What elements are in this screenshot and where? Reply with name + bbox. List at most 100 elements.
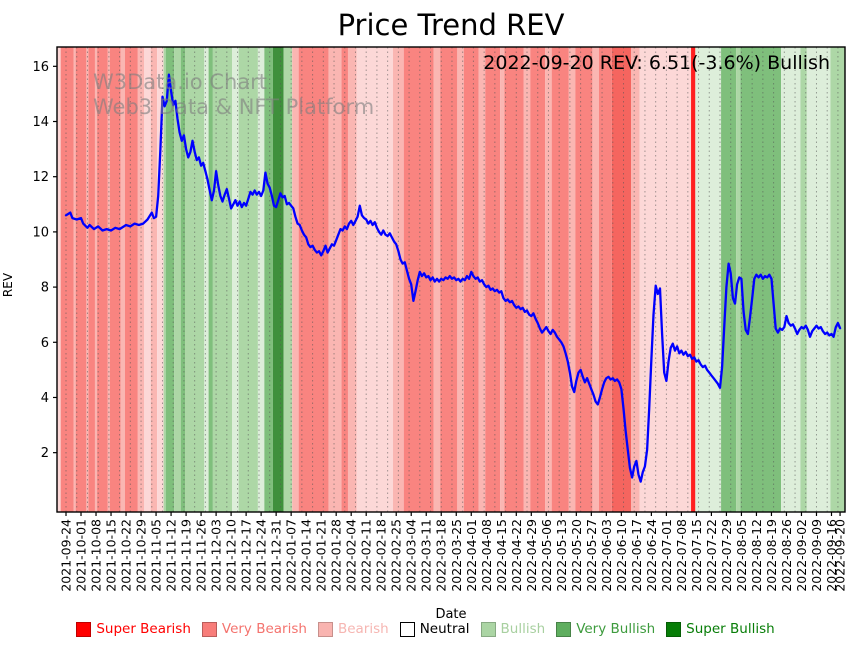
sentiment-band-b (545, 47, 552, 512)
sentiment-band-bw (356, 47, 393, 512)
sentiment-band-b (292, 47, 299, 512)
sentiment-band-b (592, 47, 599, 512)
legend-swatch-icon (201, 621, 217, 637)
legend-label: Bullish (500, 621, 546, 637)
legend-item-very-bullish: Very Bullish (556, 621, 655, 637)
sentiment-band-vb (109, 47, 121, 512)
sentiment-band-b (631, 47, 640, 512)
watermark: W3Data.io Chart Web3 Data & NFT Platform (93, 70, 374, 120)
sentiment-band-vb (598, 47, 612, 512)
sentiment-band-b (347, 47, 357, 512)
x-tick-label: 2021-10-29 (134, 519, 149, 592)
sentiment-band-sbl (272, 47, 284, 512)
sentiment-band-vb (124, 47, 138, 512)
sentiment-band-blw (781, 47, 801, 512)
sentiment-band-b (107, 47, 110, 512)
legend-item-super-bullish: Super Bullish (666, 621, 775, 637)
x-tick-label: 2021-12-31 (269, 519, 284, 592)
x-tick-label: 2022-08-26 (779, 519, 794, 592)
legend-item-bullish: Bullish (480, 621, 546, 637)
sentiment-band-b (86, 47, 89, 512)
latest-value-annotation: 2022-09-20 REV: 6.51(-3.6%) Bullish (483, 52, 830, 74)
y-tick-label: 8 (41, 281, 49, 296)
sentiment-band-vbl (740, 47, 782, 512)
x-axis-title: Date (435, 607, 467, 622)
x-tick-label: 2022-08-05 (734, 519, 749, 592)
watermark-line-1: W3Data.io Chart (93, 70, 268, 94)
sentiment-band-b (568, 47, 576, 512)
x-tick-label: 2022-06-24 (644, 519, 659, 592)
x-tick-label: 2022-06-10 (614, 519, 629, 592)
x-tick-label: 2022-08-19 (764, 519, 779, 592)
x-tick-label: 2022-05-20 (569, 519, 584, 592)
sentiment-band-b (150, 47, 158, 512)
y-axis-title: REV (1, 272, 15, 298)
sentiment-band-vb (88, 47, 95, 512)
sentiment-band-blw (695, 47, 722, 512)
x-tick-label: 2022-07-22 (704, 519, 719, 592)
x-tick-label: 2022-06-17 (629, 519, 644, 592)
sentiment-band-vb (97, 47, 108, 512)
sentiment-band-vbl (165, 47, 175, 512)
x-tick-label: 2022-02-25 (389, 519, 404, 592)
y-tick-label: 6 (41, 336, 49, 351)
sentiment-band-blw (806, 47, 831, 512)
x-tick-label: 2021-12-24 (254, 519, 269, 592)
y-tick-label: 2 (41, 446, 49, 461)
x-tick-label: 2021-12-03 (209, 519, 224, 592)
y-tick-label: 4 (41, 391, 49, 406)
x-tick-label: 2022-04-01 (464, 519, 479, 592)
x-tick-label: 2022-09-20 (833, 519, 848, 592)
x-tick-label: 2022-07-08 (674, 519, 689, 592)
x-tick-label: 2022-02-04 (344, 519, 359, 592)
sentiment-band-bw (157, 47, 164, 512)
legend-label: Very Bullish (576, 621, 656, 637)
sentiment-band-blw (204, 47, 209, 512)
legend-swatch-icon (556, 621, 572, 637)
legend-label: Super Bearish (96, 621, 191, 637)
legend-swatch-icon (666, 621, 682, 637)
x-tick-label: 2022-07-29 (719, 519, 734, 592)
x-tick-label: 2021-10-08 (89, 519, 104, 592)
x-tick-label: 2022-04-29 (524, 519, 539, 592)
y-tick-label: 12 (32, 170, 49, 185)
x-tick-label: 2021-12-10 (224, 519, 239, 592)
sentiment-band-b (523, 47, 531, 512)
y-tick-label: 14 (32, 115, 49, 130)
sentiment-band-vb (440, 47, 458, 512)
x-tick-label: 2022-03-11 (419, 519, 434, 592)
sentiment-band-bl (163, 47, 166, 512)
sentiment-band-vb (341, 47, 348, 512)
x-tick-label: 2022-07-15 (689, 519, 704, 592)
sentiment-band-b (392, 47, 404, 512)
x-tick-label: 2022-06-03 (599, 519, 614, 592)
legend-label: Neutral (419, 621, 470, 637)
x-tick-label: 2022-07-01 (659, 519, 674, 592)
x-tick-label: 2022-09-02 (794, 519, 809, 592)
x-tick-label: 2022-09-09 (809, 519, 824, 592)
sentiment-band-vb (504, 47, 524, 512)
legend-item-neutral: Neutral (399, 621, 470, 637)
sentiment-band-bl (238, 47, 258, 512)
sentiment-band-b (120, 47, 125, 512)
legend-item-bearish: Bearish (317, 621, 389, 637)
legend-label: Very Bearish (221, 621, 307, 637)
x-tick-label: 2022-09-16 (824, 519, 839, 592)
legend-swatch-icon (317, 621, 333, 637)
sentiment-band-bw (144, 47, 151, 512)
sentiment-band-sb (691, 47, 696, 512)
sentiment-band-vbl (180, 47, 186, 512)
y-tick-label: 10 (32, 225, 49, 240)
sentiment-band-vb (75, 47, 87, 512)
x-tick-label: 2022-03-25 (449, 519, 464, 592)
x-tick-label: 2021-12-17 (239, 519, 254, 592)
sentiment-band-vb (485, 47, 501, 512)
y-tick-label: 16 (32, 60, 49, 75)
x-tick-label: 2022-05-27 (584, 519, 599, 592)
sentiment-band-bl (212, 47, 233, 512)
legend-swatch-icon (399, 621, 415, 637)
x-tick-label: 2021-11-12 (164, 519, 179, 592)
sentiment-band-blw (232, 47, 239, 512)
